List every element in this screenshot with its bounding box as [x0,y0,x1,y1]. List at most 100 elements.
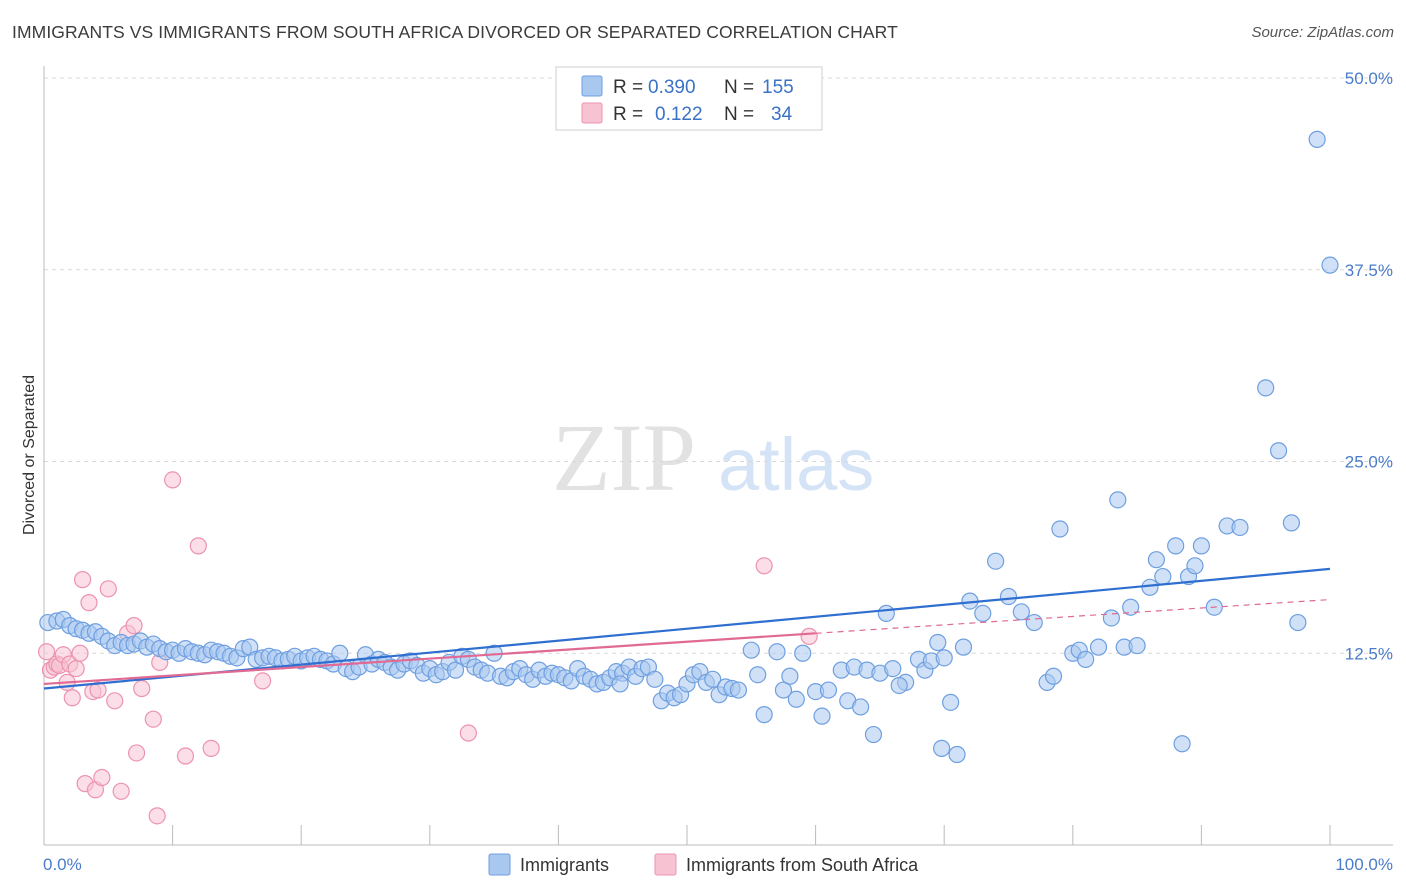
immigrants-point [852,698,870,716]
legend-r-value-2: 0.122 [655,104,703,125]
immigrants-point [987,552,1005,570]
immigrants-point [1321,256,1339,274]
trend-lines [43,567,1331,690]
immigrants-point [1012,603,1030,621]
bottom-swatch-south-africa [654,853,677,876]
immigrants-point [884,659,902,678]
south-africa-trend-line [43,632,816,686]
y-axis-label: Divorced or Separated [21,375,38,535]
legend-n-label-1: N = [724,77,754,98]
immigrants-point [819,681,838,699]
y-tick-label: 37.5% [1345,261,1393,280]
immigrants-point [774,681,793,699]
watermark-zip: ZIP [552,404,696,511]
south-africa-point [189,537,207,555]
source-credit: Source: ZipAtlas.com [1251,24,1394,41]
south-africa-point [106,692,124,710]
south-africa-point [37,643,56,661]
south-africa-point [89,681,107,699]
immigrants-point [768,643,786,661]
immigrants-point [611,675,629,693]
immigrants-point [1109,491,1127,509]
immigrants-point [446,661,465,679]
immigrants-point [813,707,831,725]
legend-r-value-1: 0.390 [648,77,696,98]
immigrants-point [954,638,973,656]
south-africa-point [99,580,117,598]
immigrants-point [1077,650,1095,668]
immigrants-point [935,649,953,667]
immigrants-point [1025,613,1043,632]
immigrants-point [781,667,799,685]
south-africa-point [254,672,272,690]
immigrants-point [1051,520,1069,538]
south-africa-point [112,782,130,800]
immigrants-point [1289,613,1307,632]
y-tick-labels: 12.5% 25.0% 37.5% 50.0% [1345,69,1393,663]
immigrants-point [1167,537,1185,555]
immigrants-point [942,693,960,711]
immigrants-point [1128,636,1146,655]
legend-n-value-1: 155 [762,77,794,98]
y-tick-label: 12.5% [1345,644,1393,663]
bottom-legend-immigrants: Immigrants [520,855,609,875]
legend-n-label-2: N = [724,104,754,125]
south-africa-point [127,744,146,762]
immigrants-point [1257,379,1275,397]
immigrants-point [1147,551,1165,569]
immigrants-point [1173,735,1191,753]
stats-legend: R = 0.390 N = 155 R = 0.122 N = 34 [555,66,823,131]
immigrants-point [1089,638,1108,656]
immigrants-point [755,706,773,724]
immigrants-trend-line [43,567,1331,690]
series-legend: Immigrants Immigrants from South Africa [488,853,919,876]
chart-title: IMMIGRANTS VS IMMIGRANTS FROM SOUTH AFRI… [12,22,898,42]
immigrants-point [1231,518,1249,537]
immigrants-point [1186,557,1204,575]
south-africa-point [71,644,89,662]
immigrants-point [1308,130,1326,148]
south-africa-point [63,689,81,707]
south-africa-point [202,739,220,757]
immigrants-points [39,130,1339,764]
immigrants-point [794,644,812,662]
immigrants-point [729,681,748,699]
south-africa-point [148,807,166,825]
south-africa-point [459,724,477,742]
immigrants-point [749,666,767,684]
bottom-legend-south-africa: Immigrants from South Africa [686,855,919,875]
immigrants-point [929,633,947,652]
immigrants-point [331,644,349,662]
x-tick-label-min: 0.0% [43,855,82,874]
watermark-atlas: atlas [718,423,874,506]
y-tick-label: 25.0% [1345,453,1393,472]
south-africa-point [80,594,98,612]
south-africa-point [800,627,818,645]
immigrants-point [1282,514,1301,532]
legend-r-label-2: R = [613,104,643,125]
south-africa-point [67,659,85,678]
immigrants-point [1044,667,1063,685]
immigrants-point [1141,578,1159,596]
south-africa-point [144,710,162,728]
axes [43,66,1393,846]
immigrants-point [1122,598,1140,616]
south-africa-point [133,679,151,698]
immigrants-point [999,587,1018,606]
south-africa-point [93,768,111,787]
legend-swatch-south-africa [581,102,603,124]
south-africa-point [125,617,143,635]
bottom-swatch-immigrants [488,853,511,876]
south-africa-point [73,571,92,589]
immigrants-point [1154,567,1172,586]
immigrants-point [890,676,908,695]
x-tick-label-max: 100.0% [1335,855,1393,874]
immigrants-point [877,604,895,622]
y-tick-label: 50.0% [1345,69,1393,88]
immigrants-point [933,739,951,757]
immigrants-point [1269,442,1288,460]
legend-swatch-immigrants [581,75,603,97]
immigrants-point [787,690,805,708]
south-africa-point [755,557,773,575]
